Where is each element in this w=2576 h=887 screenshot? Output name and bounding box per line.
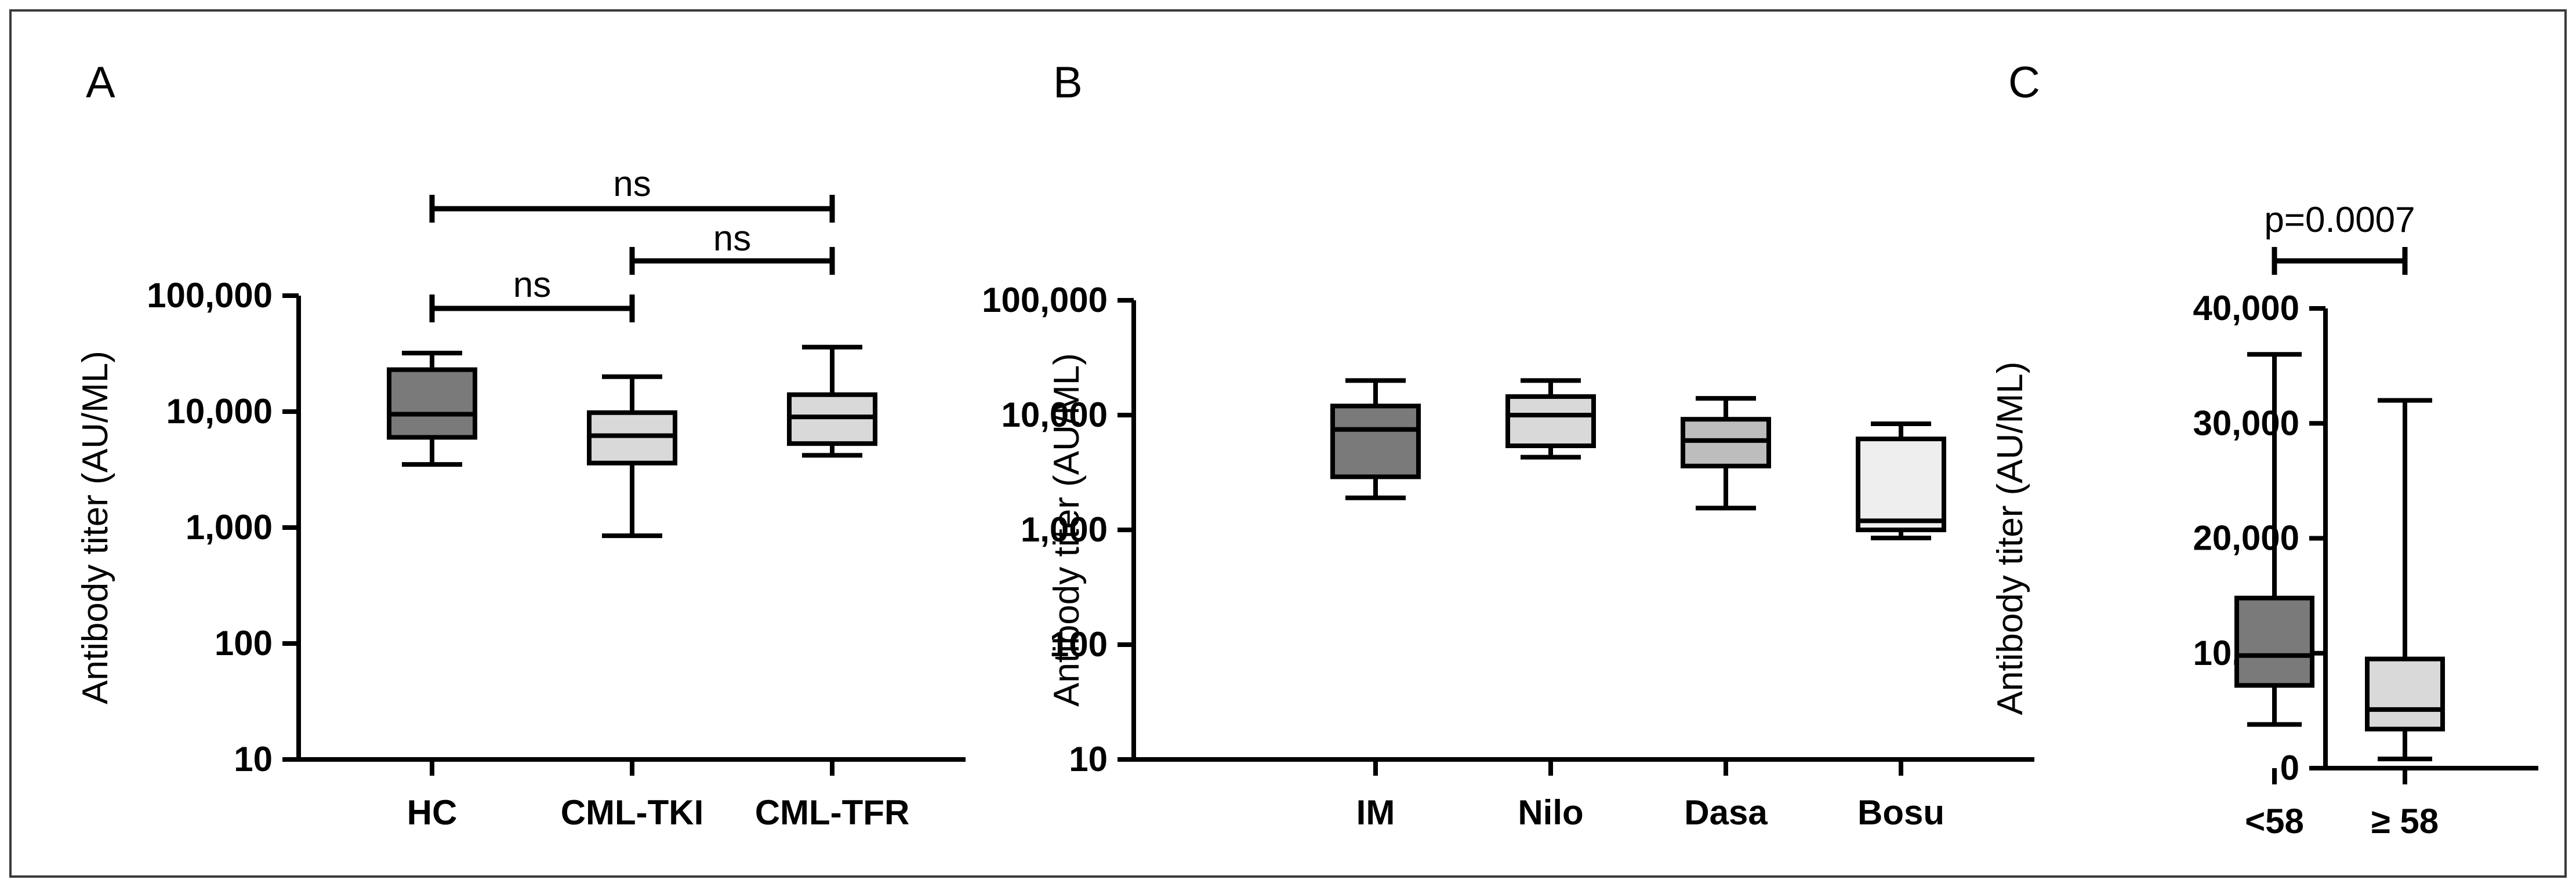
panel-b-y-tick-label: 100 [1050, 625, 1108, 664]
panel-a-significance-label: ns [713, 219, 751, 259]
panel-a-y-tick-label: 100 [215, 624, 273, 663]
panel-b-box-0 [1330, 403, 1421, 479]
panel-c-y-tick-label: 40,000 [2193, 289, 2299, 328]
panel-b-box-3 [1856, 437, 1946, 532]
panel-b-y-tick-label: 10 [1069, 740, 1108, 779]
panel-a-y-tick-label: 1,000 [186, 508, 273, 547]
panel-b-letter: B [1053, 58, 1083, 107]
panel-a-y-tick-label: 100,000 [147, 276, 273, 315]
panel-c-box-0 [2234, 595, 2314, 688]
panel-b-y-tick-label: 1,000 [1021, 510, 1108, 549]
panel-a-significance-label: ns [613, 164, 651, 204]
panel-b-x-tick-label: Nilo [1518, 793, 1583, 832]
panel-c-letter: C [2008, 58, 2040, 107]
figure-border [9, 9, 2567, 878]
panel-a-y-tick-label: 10 [234, 740, 273, 779]
panel-a-significance-label: ns [513, 265, 551, 305]
panel-a-box-0 [387, 367, 477, 440]
panel-b-x-tick-label: Dasa [1684, 793, 1768, 832]
panel-c-significance-label: p=0.0007 [2264, 200, 2415, 240]
panel-b-y-tick-label: 100,000 [982, 281, 1108, 319]
panel-b-box-1 [1505, 394, 1596, 448]
panel-a-x-tick-label: CML-TKI [561, 793, 704, 832]
panel-a-y-axis-title: Antibody titer (AU/ML) [75, 351, 115, 704]
panel-b-x-tick-label: IM [1356, 793, 1395, 832]
panel-c-x-tick-label: <58 [2245, 802, 2304, 841]
panel-c-box-1 [2365, 656, 2445, 732]
panel-a-x-tick-label: HC [407, 793, 458, 832]
panel-a-letter: A [86, 58, 115, 107]
panel-b-x-tick-label: Bosu [1857, 793, 1944, 832]
panel-b-y-tick-label: 10,000 [1001, 395, 1108, 434]
panel-c-y-tick-label: 20,000 [2193, 519, 2299, 558]
panel-c-y-axis-title: Antibody titer (AU/ML) [1990, 362, 2030, 715]
panel-b-y-axis-title: Antibody titer (AU/ML) [1047, 353, 1087, 707]
panel-c-y-tick-label: 30,000 [2193, 403, 2299, 442]
panel-c-x-tick-label: ≥ 58 [2371, 802, 2439, 841]
panel-a-y-tick-label: 10,000 [166, 392, 273, 431]
panel-c-y-tick-label: 0 [2280, 748, 2299, 787]
panel-a-x-tick-label: CML-TFR [755, 793, 910, 832]
